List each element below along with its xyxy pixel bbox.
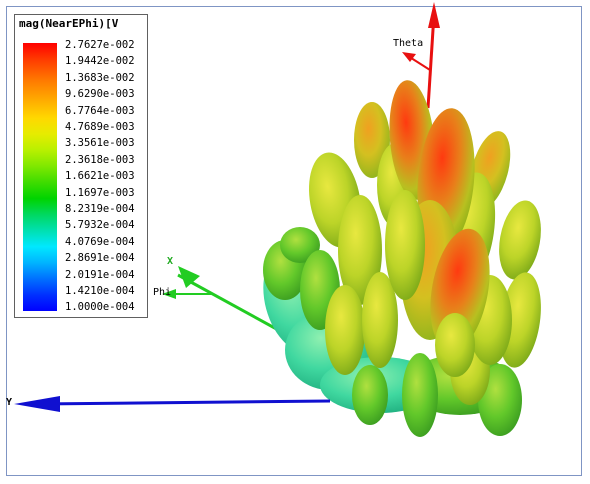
colorbar [23, 43, 57, 311]
legend-tick-label: 6.7764e-003 [65, 104, 135, 117]
legend-title: mag(NearEPhi)[V [19, 17, 119, 30]
legend-tick-label: 1.9442e-002 [65, 55, 135, 68]
theta-axis [402, 2, 440, 109]
legend-tick-label: 1.4210e-004 [65, 285, 135, 297]
legend-tick-label: 4.0769e-004 [65, 235, 135, 248]
viewport-frame [6, 6, 582, 476]
legend-tick-label: 9.6290e-003 [65, 88, 135, 101]
legend-tick-label: 8.2319e-004 [65, 203, 135, 215]
legend-tick-label: 2.3618e-003 [65, 153, 135, 166]
theta-axis-label: Theta [393, 38, 424, 49]
legend-tick-label: 5.7932e-004 [65, 219, 135, 232]
legend-tick-label: 1.6621e-003 [65, 170, 135, 183]
x-axis-label: X [167, 256, 174, 267]
legend-tick-label: 4.7689e-003 [65, 121, 135, 133]
legend-tick-label: 1.1697e-003 [65, 186, 135, 199]
legend-tick-label: 1.0000e-004 [65, 301, 135, 314]
y-axis-label: Y [6, 397, 13, 408]
y-axis [14, 396, 331, 412]
legend-tick-label: 2.0191e-004 [65, 268, 135, 281]
legend-tick-label: 2.8691e-004 [65, 252, 135, 265]
legend-tick-label: 3.3561e-003 [65, 137, 135, 150]
color-legend[interactable]: mag(NearEPhi)[V 2.7627e-002 1.9442e-002 1.… [14, 14, 148, 318]
legend-tick-label: 2.7627e-002 [65, 39, 135, 51]
pattern-lobes [263, 80, 541, 437]
phi-axis-label: Phi [153, 287, 172, 298]
legend-tick-label: 1.3683e-002 [65, 71, 135, 84]
x-axis [162, 266, 283, 334]
